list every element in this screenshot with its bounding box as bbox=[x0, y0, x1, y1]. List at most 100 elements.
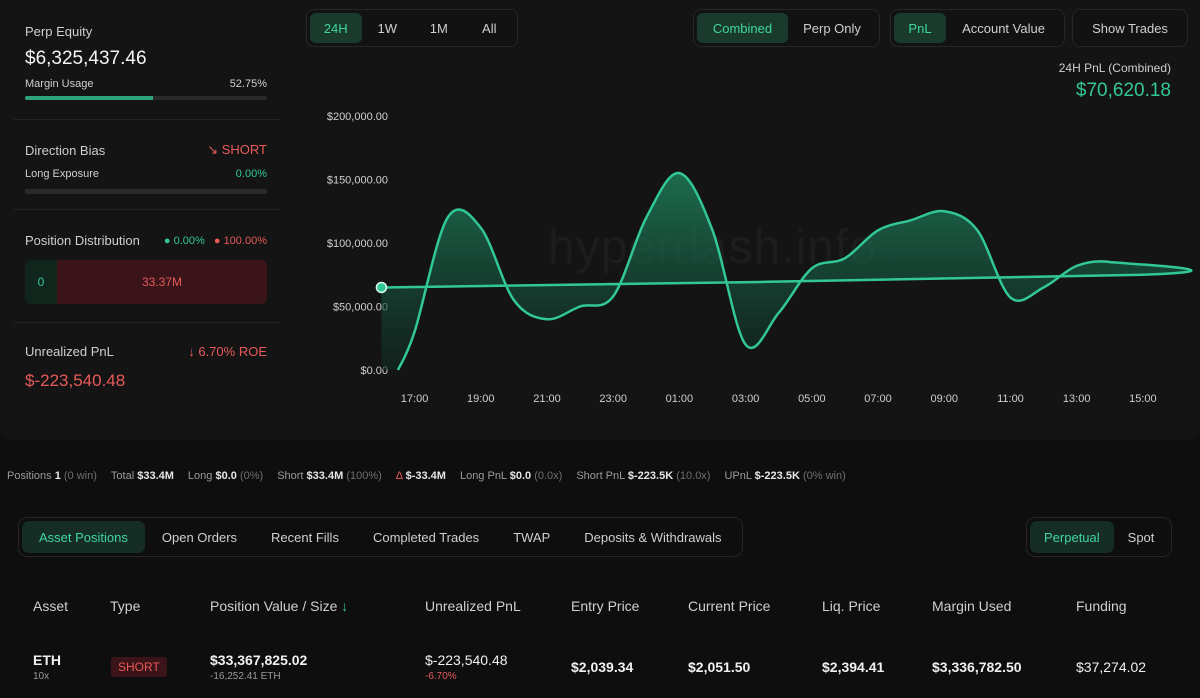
metric-selector: PnL Account Value bbox=[890, 9, 1065, 47]
account-summary: Perp Equity $6,325,437.46 Margin Usage 5… bbox=[0, 0, 290, 440]
market-tabs: Perpetual Spot bbox=[1026, 517, 1173, 557]
tab-completed-trades[interactable]: Completed Trades bbox=[372, 529, 480, 545]
long-exposure-bar bbox=[25, 189, 267, 194]
mode-selector: Combined Perp Only bbox=[693, 9, 880, 47]
metric-account-value-button[interactable]: Account Value bbox=[962, 20, 1045, 36]
upnl-note: (0% win) bbox=[802, 470, 846, 482]
distribution-long-pct: 0.00% bbox=[173, 234, 205, 247]
x-tick-label: 11:00 bbox=[997, 393, 1024, 405]
mode-combined-button[interactable]: Combined bbox=[697, 13, 788, 43]
direction-bias-label: Direction Bias bbox=[25, 142, 106, 158]
position-value-cell: $33,367,825.02 -16,252.41 ETH bbox=[210, 652, 307, 682]
short-dot-icon: ● bbox=[213, 234, 221, 247]
tab-perpetual[interactable]: Perpetual bbox=[1030, 521, 1114, 553]
distribution-long-value: 0 bbox=[25, 260, 57, 304]
overview-panel: Perp Equity $6,325,437.46 Margin Usage 5… bbox=[0, 0, 1200, 440]
arrow-down-icon: ↓ bbox=[188, 344, 195, 359]
tab-asset-positions[interactable]: Asset Positions bbox=[22, 521, 145, 553]
mode-perp-only-button[interactable]: Perp Only bbox=[803, 20, 861, 36]
long-value: $0.0 bbox=[215, 470, 237, 482]
margin-usage-bar bbox=[25, 96, 267, 100]
metric-pnl-button[interactable]: PnL bbox=[894, 13, 946, 43]
header-type[interactable]: Type bbox=[110, 598, 141, 614]
x-tick-label: 13:00 bbox=[1063, 393, 1091, 405]
header-entry-price[interactable]: Entry Price bbox=[571, 598, 640, 614]
position-distribution-bar: 0 33.37M bbox=[25, 260, 267, 304]
divider bbox=[14, 209, 280, 210]
y-tick-label: $50,000.00 bbox=[333, 302, 388, 314]
tab-twap[interactable]: TWAP bbox=[513, 529, 551, 545]
header-margin-used[interactable]: Margin Used bbox=[932, 598, 1012, 614]
pnl-chart[interactable]: $0.00 $50,000.00 $100,000.00 $150,000.00 $20… bbox=[300, 100, 1200, 420]
long-exposure-value: 0.00% bbox=[235, 168, 267, 180]
divider bbox=[14, 322, 280, 323]
perp-equity-section: Perp Equity $6,325,437.46 Margin Usage 5… bbox=[25, 24, 267, 100]
x-tick-label: 05:00 bbox=[798, 393, 826, 405]
x-tick-label: 21:00 bbox=[533, 393, 561, 405]
pnl-line bbox=[381, 171, 1193, 371]
tab-deposits-withdrawals[interactable]: Deposits & Withdrawals bbox=[584, 529, 722, 545]
timeframe-24h-button[interactable]: 24H bbox=[310, 13, 362, 43]
upnl-cell: $-223,540.48 -6.70% bbox=[425, 652, 508, 682]
y-tick-label: $100,000.00 bbox=[327, 238, 388, 250]
asset-name: ETH bbox=[33, 652, 61, 668]
distribution-short-value: 33.37M bbox=[141, 275, 183, 289]
x-tick-label: 01:00 bbox=[666, 393, 694, 405]
direction-bias-value: SHORT bbox=[221, 142, 267, 157]
distribution-legend: ● 0.00% ● 100.00% bbox=[164, 235, 267, 247]
y-tick-label: $150,000.00 bbox=[327, 175, 388, 187]
long-note: (0%) bbox=[239, 470, 264, 482]
long-pnl-label: Long PnL bbox=[459, 470, 507, 482]
header-asset[interactable]: Asset bbox=[33, 598, 69, 614]
total-value: $33.4M bbox=[137, 470, 174, 482]
funding: $37,274.02 bbox=[1076, 659, 1147, 675]
delta-value: $-33.4M bbox=[405, 470, 446, 482]
position-distribution-label: Position Distribution bbox=[25, 233, 140, 248]
pnl-value: $70,620.18 bbox=[1075, 80, 1171, 101]
short-note: (100%) bbox=[346, 470, 382, 482]
pnl-title: 24H PnL (Combined) bbox=[1058, 61, 1171, 75]
perp-equity-label: Perp Equity bbox=[25, 24, 93, 39]
current-price: $2,051.50 bbox=[688, 659, 751, 675]
direction-bias-section: Direction Bias ↘ SHORT Long Exposure 0.0… bbox=[25, 142, 267, 194]
sort-down-icon: ↓ bbox=[341, 598, 349, 614]
pnl-latest-point[interactable] bbox=[375, 281, 388, 294]
timeframe-1m-button[interactable]: 1M bbox=[429, 20, 448, 36]
x-tick-label: 19:00 bbox=[467, 393, 495, 405]
header-current-price[interactable]: Current Price bbox=[688, 598, 771, 614]
long-exposure-label: Long Exposure bbox=[25, 168, 99, 180]
margin-usage-value: 52.75% bbox=[229, 78, 267, 90]
header-liq-price[interactable]: Liq. Price bbox=[822, 598, 881, 614]
divider bbox=[14, 119, 280, 120]
header-unrealized-pnl[interactable]: Unrealized PnL bbox=[425, 598, 521, 614]
direction-bias-indicator: ↘ SHORT bbox=[207, 142, 267, 158]
header-position-value[interactable]: Position Value / Size ↓ bbox=[210, 598, 348, 614]
y-tick-label: $0.00 bbox=[360, 365, 388, 377]
x-tick-label: 09:00 bbox=[930, 393, 958, 405]
tab-recent-fills[interactable]: Recent Fills bbox=[271, 529, 339, 545]
long-pnl-value: $0.0 bbox=[509, 470, 532, 482]
trend-down-icon: ↘ bbox=[207, 142, 219, 157]
short-pnl-value: $-223.5K bbox=[627, 470, 674, 482]
timeframe-all-button[interactable]: All bbox=[482, 20, 497, 36]
long-pnl-note: (0.0x) bbox=[534, 470, 563, 482]
margin-used: $3,336,782.50 bbox=[932, 659, 1022, 675]
x-tick-label: 23:00 bbox=[599, 393, 627, 405]
liq-price: $2,394.41 bbox=[822, 659, 885, 675]
show-trades-button[interactable]: Show Trades bbox=[1072, 9, 1188, 47]
upnl-value: $-223.5K bbox=[754, 470, 800, 482]
positions-note: (0 win) bbox=[63, 470, 97, 482]
short-pnl-label: Short PnL bbox=[576, 470, 625, 482]
total-label: Total bbox=[110, 470, 135, 482]
upnl-label: UPnL bbox=[724, 470, 752, 482]
x-tick-label: 17:00 bbox=[401, 393, 429, 405]
entry-price: $2,039.34 bbox=[571, 659, 634, 675]
tab-open-orders[interactable]: Open Orders bbox=[161, 529, 238, 545]
header-funding[interactable]: Funding bbox=[1076, 598, 1127, 614]
timeframe-1w-button[interactable]: 1W bbox=[377, 20, 398, 36]
short-pnl-note: (10.0x) bbox=[676, 470, 711, 482]
tab-spot[interactable]: Spot bbox=[1127, 529, 1155, 545]
x-tick-label: 15:00 bbox=[1129, 393, 1157, 405]
x-tick-label: 03:00 bbox=[732, 393, 760, 405]
asset-cell: ETH 10x bbox=[33, 652, 61, 682]
